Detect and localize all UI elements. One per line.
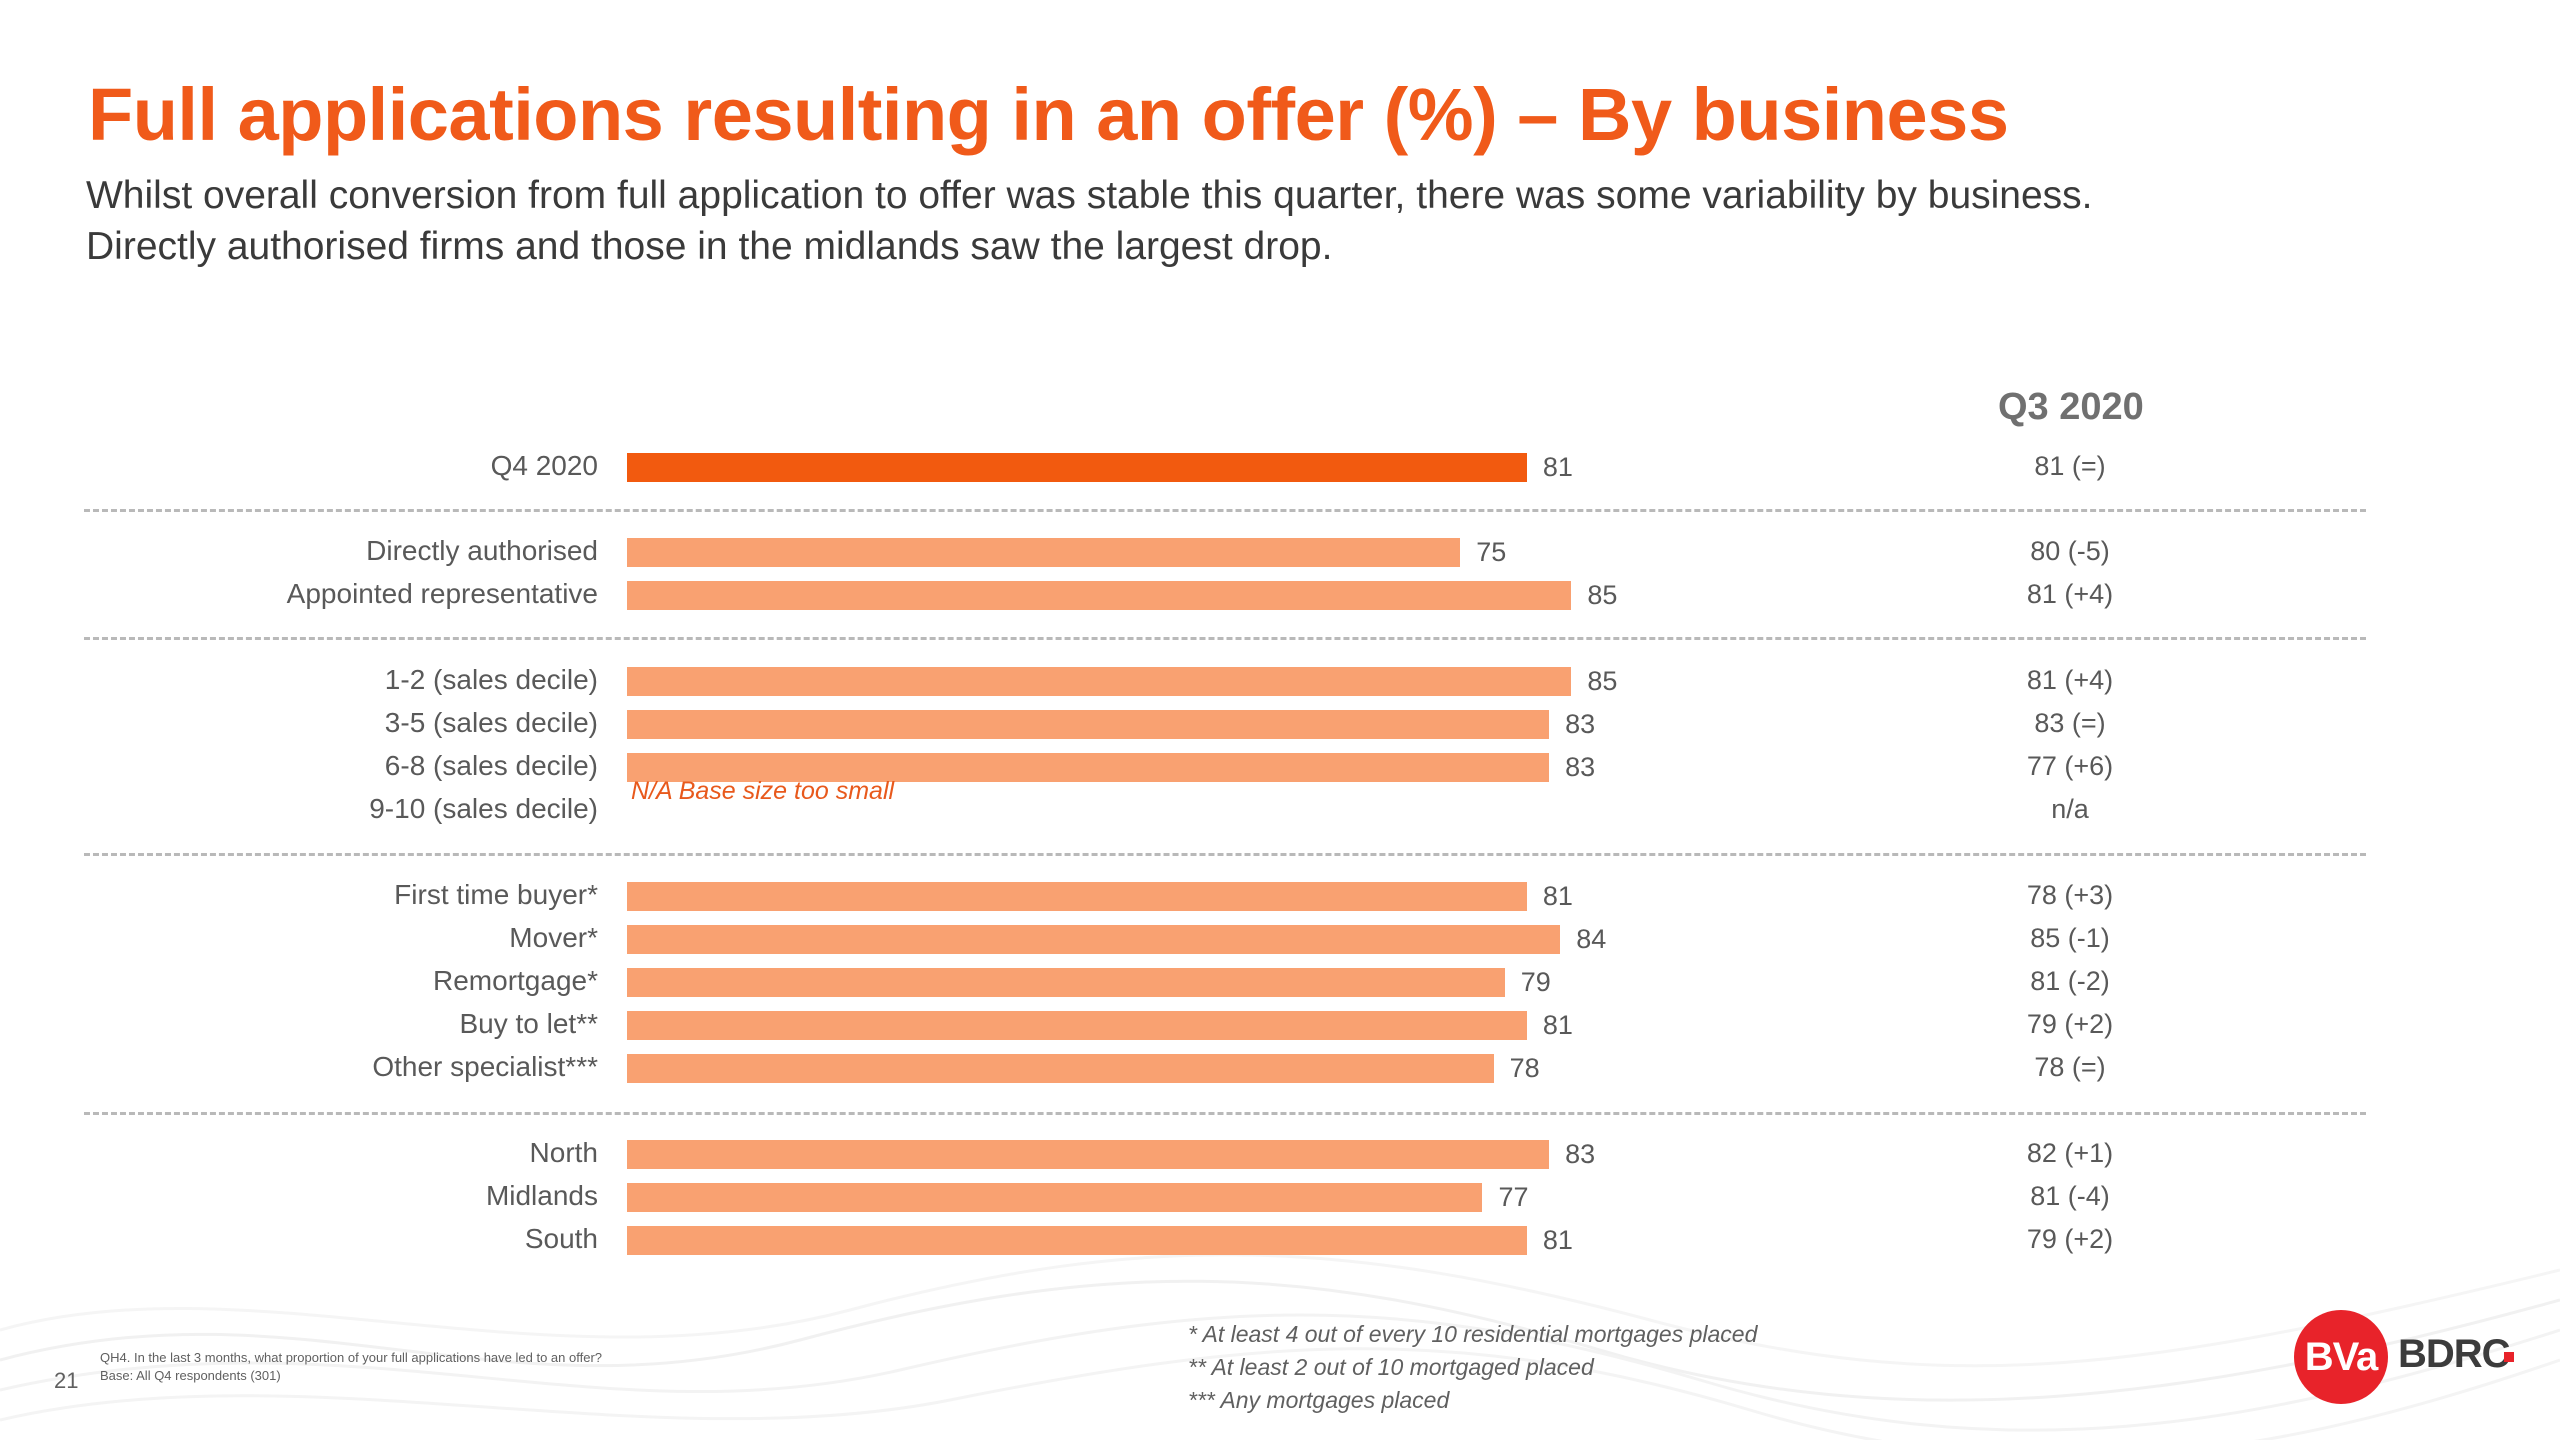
subtitle-line-2: Directly authorised firms and those in t… (86, 225, 1333, 268)
data-label: 81 (1542, 452, 1573, 482)
na-note: N/A Base size too small (631, 777, 895, 805)
data-label: 83 (1565, 752, 1596, 782)
footer-base-text: Base: All Q4 respondents (301) (100, 1368, 281, 1383)
category-label: Mover* (509, 922, 598, 953)
footer-notes: * At least 4 out of every 10 residential… (1188, 1318, 1757, 1417)
bar (627, 1011, 1527, 1040)
group-divider (84, 1112, 2366, 1115)
category-label: 1-2 (sales decile) (384, 664, 598, 695)
data-label: 79 (1520, 967, 1551, 997)
bar (627, 882, 1527, 911)
category-label: Midlands (485, 1180, 598, 1211)
footer-note-3: *** Any mortgages placed (1188, 1387, 1450, 1413)
category-label: Remortgage* (433, 965, 598, 996)
category-label: North (529, 1137, 598, 1168)
footer-question: QH4. In the last 3 months, what proporti… (100, 1349, 602, 1385)
group-divider (84, 853, 2366, 856)
logo-bdrc-text: BDRC (2398, 1332, 2511, 1376)
bar (627, 667, 1572, 696)
bar (627, 453, 1527, 482)
bar (627, 1226, 1527, 1255)
data-label: 77 (1498, 1182, 1529, 1212)
category-label: Q4 2020 (490, 450, 598, 481)
category-label: Directly authorised (366, 535, 598, 566)
logo-circle (2294, 1310, 2388, 1404)
comparison-value-text: 81 (-4) (2030, 1181, 2110, 1211)
slide-title: Full applications resulting in an offer … (88, 73, 2009, 156)
comparison-value-text: 81 (-2) (2030, 966, 2110, 996)
bar (627, 1183, 1483, 1212)
data-label: 84 (1576, 924, 1607, 954)
subtitle-line-1: Whilst overall conversion from full appl… (86, 174, 2093, 217)
category-label: First time buyer* (394, 879, 598, 910)
bar (627, 968, 1505, 997)
data-label: 78 (1509, 1053, 1540, 1083)
category-label: 6-8 (sales decile) (384, 750, 598, 781)
bva-bdrc-logo: BVa BDRC (2294, 1310, 2514, 1404)
page-number: 21 (54, 1368, 79, 1393)
comparison-value-text: n/a (2051, 794, 2089, 824)
category-label: 3-5 (sales decile) (384, 707, 598, 738)
group-divider (84, 637, 2366, 640)
bar (627, 1140, 1550, 1169)
slide-subtitle: Whilst overall conversion from full appl… (86, 170, 2466, 272)
comparison-value-text: 79 (+2) (2026, 1009, 2114, 1039)
category-label: 9-10 (sales decile) (369, 793, 598, 824)
comparison-value-text: 81 (=) (2034, 451, 2106, 481)
q3-2020-column-header: Q3 2020 (1998, 386, 2144, 428)
background-wave-pattern (0, 1253, 2560, 1440)
bar (627, 1054, 1494, 1083)
comparison-value-text: 77 (+6) (2026, 751, 2114, 781)
data-label: 83 (1565, 709, 1596, 739)
category-label: Other specialist*** (372, 1051, 598, 1082)
logo-bva-text: BVa (2304, 1335, 2379, 1379)
category-label: South (524, 1223, 598, 1254)
comparison-value-text: 80 (-5) (2030, 536, 2110, 566)
footer-note-1: * At least 4 out of every 10 residential… (1188, 1321, 1758, 1347)
data-label: 75 (1476, 537, 1507, 567)
comparison-value-text: 83 (=) (2034, 708, 2106, 738)
data-label: 81 (1542, 1010, 1573, 1040)
category-label: Appointed representative (286, 578, 598, 609)
logo-dot (2504, 1352, 2514, 1362)
data-label: 83 (1565, 1139, 1596, 1169)
bar (627, 538, 1461, 567)
data-label: 85 (1587, 666, 1618, 696)
comparison-value-text: 85 (-1) (2030, 923, 2110, 953)
comparison-value-text: 81 (+4) (2026, 665, 2114, 695)
data-label: 85 (1587, 580, 1618, 610)
category-label: Buy to let** (459, 1008, 598, 1039)
comparison-value-text: 79 (+2) (2026, 1224, 2114, 1254)
data-label: 81 (1542, 881, 1573, 911)
bar (627, 925, 1561, 954)
comparison-value-text: 82 (+1) (2026, 1138, 2114, 1168)
comparison-value-text: 81 (+4) (2026, 579, 2114, 609)
group-divider (84, 509, 2366, 512)
footer-question-text: QH4. In the last 3 months, what proporti… (100, 1350, 602, 1365)
bar (627, 753, 1550, 782)
data-label: 81 (1542, 1225, 1573, 1255)
bar (627, 581, 1572, 610)
comparison-value-text: 78 (+3) (2026, 880, 2114, 910)
bar (627, 710, 1550, 739)
footer-note-2: ** At least 2 out of 10 mortgaged placed (1188, 1354, 1594, 1380)
comparison-value-text: 78 (=) (2034, 1052, 2106, 1082)
